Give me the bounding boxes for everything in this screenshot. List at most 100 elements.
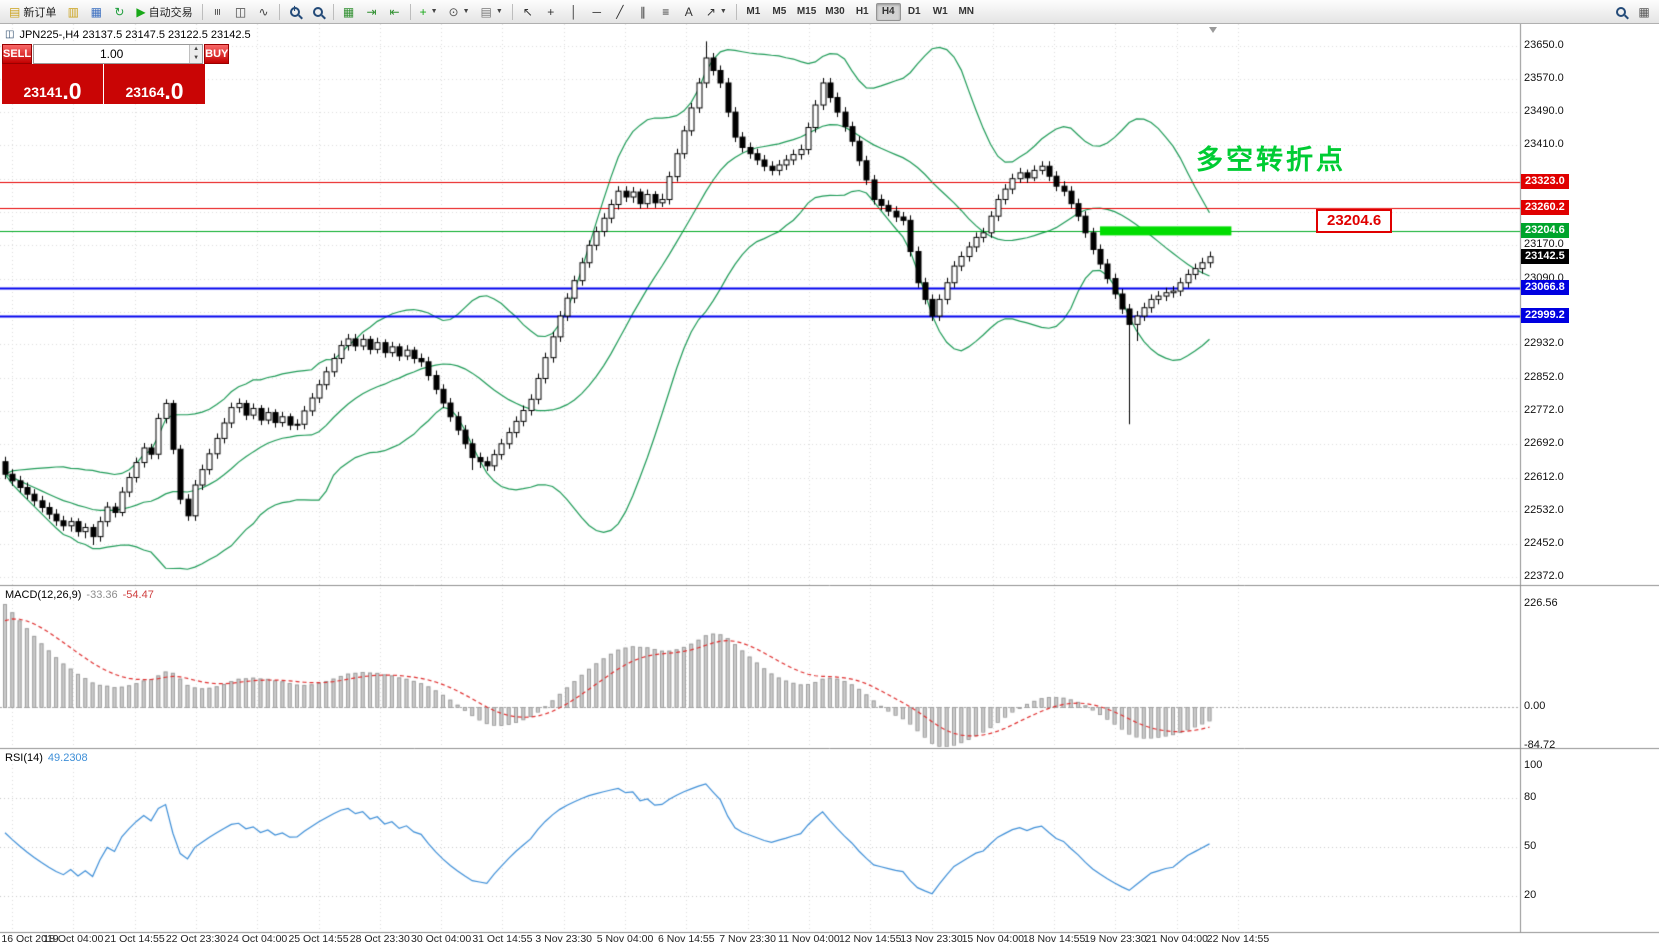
new-order-button[interactable]: ▤ 新订单 [4, 2, 61, 22]
date-axis-label: 21 Nov 04:00 [1145, 933, 1208, 945]
zoom-in-icon [289, 5, 300, 17]
sell-price[interactable]: 23141.0 [2, 64, 103, 104]
tile-windows-button[interactable]: ▦ [338, 2, 360, 22]
date-axis-label: 24 Oct 04:00 [227, 933, 288, 945]
price-axis-label: 22612.0 [1524, 470, 1564, 483]
volume-input[interactable] [34, 45, 190, 63]
price-tag: 22999.2 [1521, 308, 1569, 324]
buy-price[interactable]: 23164.0 [104, 64, 205, 104]
timeframe-d1-button[interactable]: D1 [907, 6, 921, 17]
text-button[interactable]: A [678, 2, 700, 22]
toolbar-separator [511, 3, 513, 20]
timeframe-m15-button[interactable]: M15 [796, 6, 817, 17]
symbol-info: ◫ JPN225-,H4 23137.5 23147.5 23122.5 231… [5, 29, 251, 41]
search-button[interactable] [1610, 2, 1632, 22]
price-axis-label: 23410.0 [1524, 138, 1564, 151]
macd-label: MACD(12,26,9) [5, 589, 82, 601]
sell-price-pips: .0 [62, 78, 82, 104]
timeframe-m1-button[interactable]: M1 [746, 6, 761, 17]
volume-up-button[interactable]: ▲ [190, 45, 203, 54]
date-axis-label: 15 Nov 04:00 [961, 933, 1025, 945]
horizontal-line-icon: ─ [592, 4, 602, 19]
macd-main-value: -33.36 [86, 589, 118, 601]
price-axis-label: 22372.0 [1524, 570, 1564, 583]
macd-axis-label: 0.00 [1524, 700, 1546, 712]
chart-shift-button[interactable]: ⇤ [384, 2, 406, 22]
new-order-icon: ▤ [9, 4, 21, 19]
chart-profiles-button[interactable]: ▥ [62, 2, 84, 22]
chart-annotation: 多空转折点 [1196, 145, 1346, 175]
rsi-value: 49.2308 [47, 752, 88, 764]
timeframe-m30-button[interactable]: M30 [825, 6, 845, 17]
rsi-axis-label: 20 [1524, 888, 1537, 901]
vertical-line-button[interactable]: │ [563, 2, 585, 22]
buy-price-main: 23164 [125, 84, 165, 100]
price-axis-label: 23170.0 [1524, 238, 1564, 251]
sell-price-main: 23141 [23, 84, 63, 100]
navigator-button[interactable]: ↻ [108, 2, 130, 22]
trendline-button[interactable]: ╱ [609, 2, 631, 22]
volume-down-button[interactable]: ▼ [190, 54, 203, 63]
volume-field: ▲ ▼ [33, 44, 204, 64]
market-watch-button[interactable]: ▦ [85, 2, 107, 22]
chart-profiles-icon: ▥ [67, 4, 80, 19]
toolbar-separator [278, 3, 280, 20]
candlestick-chart-icon: ◫ [234, 4, 247, 19]
bar-chart-button[interactable]: ≡ [207, 2, 229, 22]
auto-trading-button[interactable]: ▶ 自动交易 [131, 2, 197, 22]
timeframe-h1-button[interactable]: H1 [855, 6, 869, 17]
dropdown-arrow-icon: ▼ [719, 8, 727, 15]
date-axis-label: 6 Nov 14:55 [657, 933, 715, 945]
sell-button[interactable]: SELL [2, 44, 33, 64]
buy-price-pips: .0 [164, 78, 184, 104]
chart-canvas[interactable] [0, 24, 1659, 947]
line-chart-button[interactable]: ∿ [253, 2, 275, 22]
rsi-label: RSI(14) [5, 752, 43, 764]
crosshair-button[interactable]: + [540, 2, 562, 22]
chart-tab-icon: ◫ [5, 29, 15, 40]
candlestick-chart-button[interactable]: ◫ [230, 2, 252, 22]
fibonacci-button[interactable]: ≡ [655, 2, 677, 22]
date-axis-label: 5 Nov 04:00 [596, 933, 654, 945]
date-axis-label: 11 Nov 04:00 [778, 933, 840, 945]
date-axis-label: 13 Nov 23:30 [900, 933, 963, 945]
auto-trading-button-label: 自动交易 [148, 6, 193, 19]
macd-axis-label: 226.56 [1524, 597, 1558, 610]
data-window-button[interactable]: ▦ [1633, 2, 1655, 22]
auto-scroll-button[interactable]: ⇥ [361, 2, 383, 22]
macd-signal-value: -54.47 [122, 589, 154, 601]
indicators-icon: + [419, 4, 427, 19]
rsi-header: RSI(14) 49.2308 [5, 752, 88, 764]
date-axis-label: 30 Oct 04:00 [411, 933, 472, 945]
buy-button[interactable]: BUY [204, 44, 230, 64]
price-axis-label: 23490.0 [1524, 105, 1564, 118]
toolbar-separator [735, 3, 737, 20]
cursor-button[interactable]: ↖ [517, 2, 539, 22]
price-tag: 23323.0 [1521, 173, 1569, 189]
timeframe-h4-button[interactable]: H4 [875, 2, 901, 21]
date-axis-label: 7 Nov 23:30 [719, 933, 776, 945]
bar-chart-icon: ≡ [210, 7, 225, 16]
date-axis-label: 19 Nov 23:30 [1084, 933, 1147, 945]
timeframe-m5-button[interactable]: M5 [772, 6, 787, 17]
equidistant-channel-button[interactable]: ∥ [632, 2, 654, 22]
chart-shift-marker[interactable] [1209, 27, 1217, 33]
horizontal-line-button[interactable]: ─ [586, 2, 608, 22]
timeframe-mn-button[interactable]: MN [958, 6, 974, 17]
zoom-in-button[interactable] [284, 2, 306, 22]
indicators-button[interactable]: + ▼ [415, 2, 443, 22]
date-axis-label: 16 Oct 2019 [1, 933, 59, 945]
periods-icon: ⊙ [448, 4, 459, 19]
periods-button[interactable]: ⊙ ▼ [444, 2, 475, 22]
symbol-ohlc-text: JPN225-,H4 23137.5 23147.5 23122.5 23142… [19, 29, 251, 41]
date-axis-label: 28 Oct 23:30 [349, 933, 410, 945]
zoom-out-button[interactable] [307, 2, 329, 22]
auto-scroll-icon: ⇥ [366, 4, 377, 19]
templates-button[interactable]: ▤ ▼ [476, 2, 508, 22]
price-axis-label: 23650.0 [1524, 38, 1564, 51]
timeframe-w1-button[interactable]: W1 [932, 6, 948, 17]
arrows-button[interactable]: ↗ ▼ [701, 2, 732, 22]
rsi-axis-label: 50 [1524, 840, 1537, 852]
date-axis-label: 31 Oct 14:55 [472, 933, 533, 945]
